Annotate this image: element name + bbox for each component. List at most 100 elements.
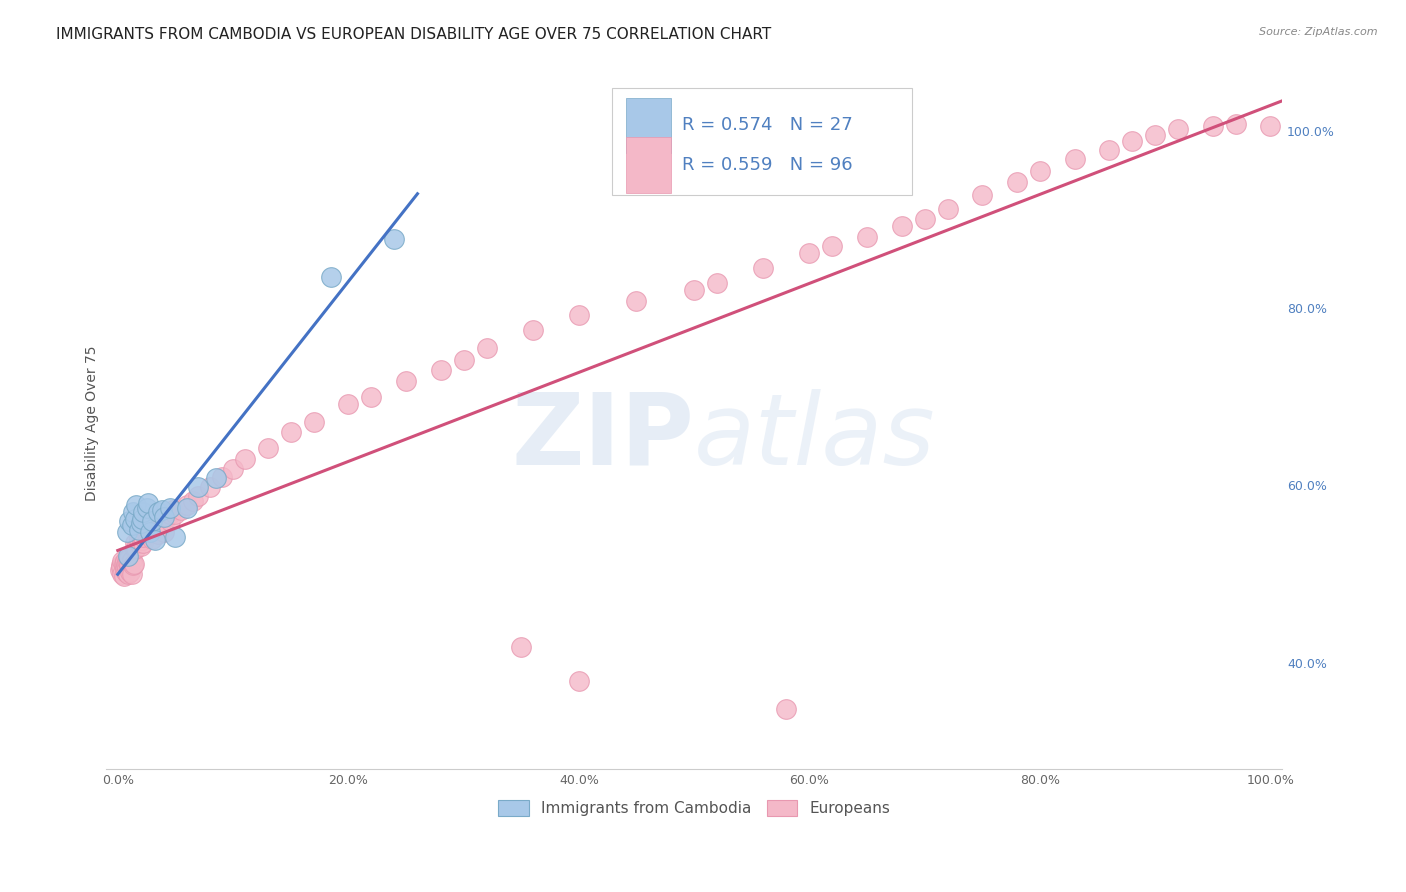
Immigrants from Cambodia [141,514,163,528]
Immigrants from Cambodia [125,498,148,512]
Europeans [890,219,912,234]
Europeans [121,558,143,573]
Europeans [821,239,844,253]
Europeans [115,554,138,568]
Immigrants from Cambodia [128,523,150,537]
Europeans [111,567,134,582]
Europeans [122,557,145,571]
Europeans [856,230,879,244]
Immigrants from Cambodia [131,512,153,526]
Europeans [125,541,148,555]
Europeans [222,462,245,476]
Europeans [429,363,451,377]
Europeans [129,539,152,553]
Europeans [110,558,132,573]
Immigrants from Cambodia [159,500,181,515]
Immigrants from Cambodia [153,509,176,524]
Europeans [155,509,177,524]
Europeans [159,507,181,521]
Europeans [706,277,728,291]
Europeans [118,560,141,574]
Europeans [129,530,152,544]
Immigrants from Cambodia [176,500,198,515]
Europeans [139,524,162,539]
Europeans [256,441,278,455]
Europeans [132,536,155,550]
Europeans [302,415,325,429]
Europeans [111,554,134,568]
Immigrants from Cambodia [319,270,342,285]
Europeans [117,553,139,567]
Europeans [626,293,648,308]
Europeans [453,352,475,367]
Europeans [510,640,533,654]
Europeans [395,374,418,388]
Immigrants from Cambodia [204,471,226,485]
Europeans [150,509,173,524]
Europeans [1144,128,1167,142]
Europeans [360,390,382,404]
Europeans [162,503,184,517]
Europeans [1121,134,1143,148]
Immigrants from Cambodia [132,505,155,519]
Europeans [187,489,209,503]
Europeans [112,557,135,571]
Europeans [1063,152,1085,166]
Europeans [752,261,775,276]
Immigrants from Cambodia [115,524,138,539]
Europeans [1225,117,1247,131]
FancyBboxPatch shape [612,87,911,195]
Europeans [522,323,544,337]
Immigrants from Cambodia [121,518,143,533]
FancyBboxPatch shape [626,98,671,153]
Immigrants from Cambodia [143,533,166,548]
Europeans [799,246,821,260]
Immigrants from Cambodia [117,549,139,564]
Europeans [128,532,150,546]
Immigrants from Cambodia [112,873,135,888]
Immigrants from Cambodia [124,512,146,526]
Europeans [280,425,302,440]
Europeans [1029,163,1052,178]
Europeans [170,503,193,517]
Europeans [159,514,181,528]
Immigrants from Cambodia [384,232,406,246]
Europeans [108,563,131,577]
Europeans [135,527,157,541]
Europeans [181,494,204,508]
Europeans [141,516,163,530]
Europeans [141,532,163,546]
Europeans [139,518,162,533]
Immigrants from Cambodia [129,516,152,530]
Europeans [1098,143,1121,157]
Europeans [146,516,169,530]
Europeans [1167,121,1189,136]
Europeans [176,498,198,512]
Europeans [568,673,591,688]
Europeans [143,518,166,533]
Europeans [114,560,136,574]
Europeans [115,558,138,573]
Immigrants from Cambodia [187,480,209,494]
Europeans [118,557,141,571]
Text: Source: ZipAtlas.com: Source: ZipAtlas.com [1260,27,1378,37]
Europeans [972,187,994,202]
Europeans [115,566,138,580]
Europeans [146,527,169,541]
Europeans [143,523,166,537]
Text: IMMIGRANTS FROM CAMBODIA VS EUROPEAN DISABILITY AGE OVER 75 CORRELATION CHART: IMMIGRANTS FROM CAMBODIA VS EUROPEAN DIS… [56,27,772,42]
Europeans [128,536,150,550]
Europeans [153,524,176,539]
Europeans [568,308,591,322]
Immigrants from Cambodia [150,503,173,517]
Europeans [120,566,142,580]
Europeans [153,516,176,530]
Europeans [114,554,136,568]
Europeans [121,567,143,582]
Immigrants from Cambodia [139,524,162,539]
Europeans [1202,120,1225,134]
Text: atlas: atlas [695,389,936,486]
Immigrants from Cambodia [165,530,187,544]
Immigrants from Cambodia [118,514,141,528]
Text: R = 0.574   N = 27: R = 0.574 N = 27 [682,116,853,135]
